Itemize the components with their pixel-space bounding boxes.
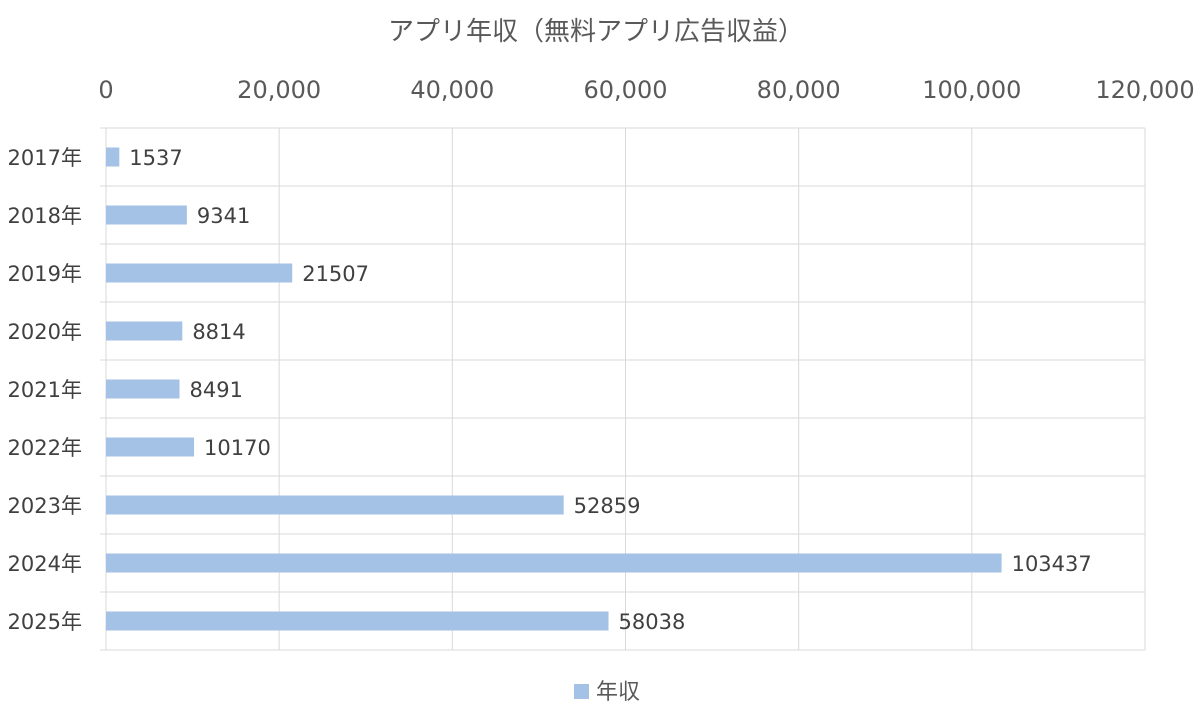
y-category-label: 2018年 <box>8 204 82 228</box>
legend-swatch <box>574 684 589 699</box>
bar <box>106 553 1002 573</box>
x-tick-label: 20,000 <box>237 76 321 104</box>
x-tick-label: 60,000 <box>584 76 668 104</box>
data-label: 1537 <box>129 146 182 170</box>
gridlines <box>100 127 1146 651</box>
data-label: 8814 <box>192 320 245 344</box>
y-category-label: 2022年 <box>8 436 82 460</box>
y-category-label: 2017年 <box>8 146 82 170</box>
bar <box>106 147 120 167</box>
bar <box>106 205 187 225</box>
data-label: 52859 <box>574 494 641 518</box>
bars <box>106 147 1002 631</box>
x-tick-label: 120,000 <box>1095 76 1194 104</box>
bar <box>106 321 183 341</box>
y-category-label: 2020年 <box>8 320 82 344</box>
data-label: 10170 <box>204 436 271 460</box>
x-tick-label: 40,000 <box>410 76 494 104</box>
y-category-label: 2024年 <box>8 552 82 576</box>
y-category-label: 2023年 <box>8 494 82 518</box>
bar <box>106 611 609 631</box>
chart-title: アプリ年収（無料アプリ広告収益） <box>388 17 804 47</box>
x-axis-ticks: 0 20,000 40,000 60,000 80,000 100,000 120,000 <box>98 76 1194 104</box>
data-label: 58038 <box>619 610 686 634</box>
data-label: 9341 <box>197 204 250 228</box>
bar <box>106 263 293 283</box>
x-tick-label: 0 <box>98 76 113 104</box>
y-category-label: 2025年 <box>8 610 82 634</box>
data-label: 8491 <box>190 378 243 402</box>
data-label: 21507 <box>302 262 369 286</box>
y-category-label: 2021年 <box>8 378 82 402</box>
y-axis-labels: 2017年 2018年 2019年 2020年 2021年 2022年 2023年 2024年… <box>8 146 82 634</box>
x-tick-label: 80,000 <box>757 76 841 104</box>
y-category-label: 2019年 <box>8 262 82 286</box>
bar <box>106 437 195 457</box>
x-tick-label: 100,000 <box>922 76 1021 104</box>
data-label: 103437 <box>1012 552 1092 576</box>
legend: 年収 <box>574 680 640 705</box>
data-labels: 1537 9341 21507 8814 8491 10170 52859 103437 580… <box>129 146 1091 634</box>
bar <box>106 495 564 515</box>
legend-label: 年収 <box>596 680 640 705</box>
bar <box>106 379 180 399</box>
